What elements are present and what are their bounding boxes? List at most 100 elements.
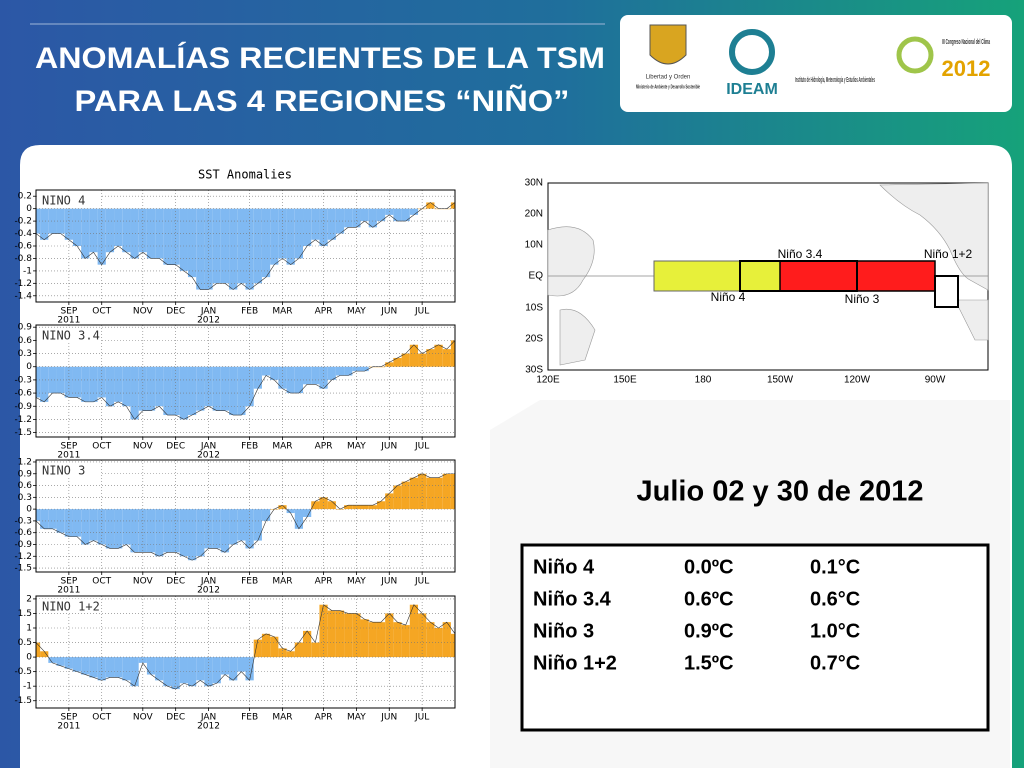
logo-text: Ministerio de Ambiente y Desarrollo Sost… [636,84,700,90]
x-tick-label: OCT [92,713,111,723]
anomaly-bar [352,366,361,372]
anomaly-bar [401,481,410,510]
anomaly-bar [196,366,205,411]
y-tick-label: -0.6 [14,242,32,252]
anomaly-bar [220,509,230,553]
anomaly-table: Niño 4 0.0ºC 0.1°C Niño 3.4 0.6ºC 0.6°C Niño 3… [533,556,860,674]
y-tick-label: 2 [26,594,32,604]
anomaly-bar [89,657,98,678]
y-tick-label: 0.3 [18,349,32,359]
anomaly-bar [204,366,213,407]
chart-title: NINO 4 [42,194,85,208]
logos: Libertad y Orden Ministerio de Ambiente … [620,15,1012,112]
sst-chart: 0.2 0 -0.2 -0.4 -0.6 -0.8 -1 -1.2 -1.4 SEP OCT NOV D… [14,189,456,326]
anomaly-bar [163,208,172,265]
anomaly-bar [327,366,336,380]
plot-frame [35,459,456,573]
anomaly-bar [253,366,262,389]
y-tick-label: 0.9 [18,323,33,333]
anomaly-bar [48,208,57,234]
anomaly-bar [311,501,320,510]
x-tick-label: JAN [200,577,216,587]
anomaly-bar [303,208,312,246]
y-tick-label: -0.2 [14,217,32,227]
anomaly-bar [319,497,328,510]
anomaly-bar [130,657,139,687]
x-tick-label: JUL [414,713,429,723]
x-year-label: 2012 [197,586,220,596]
anomaly-bar [319,208,328,246]
x-year-label: 2012 [197,451,220,461]
anomaly-bar [237,366,246,416]
lon-label: 120E [536,375,560,386]
y-tick-label: 1.5 [18,609,32,619]
anomaly-bar [368,622,377,658]
table-cell: Niño 3.4 [533,588,612,610]
charts-title: SST Anomalies [198,168,292,182]
anomaly-bar [105,366,115,407]
anomaly-bar [376,501,386,510]
anomaly-bar [450,202,455,209]
coat-of-arms [649,24,687,65]
y-tick-label: -1 [23,682,32,692]
congress-symbol [896,36,934,74]
anomaly-bar [286,651,295,658]
anomaly-bar [114,509,123,549]
anomaly-bar [344,366,353,376]
anomaly-bar [163,366,172,416]
anomaly-bar [401,208,410,222]
anomaly-bar [418,353,427,367]
x-tick-label: APR [315,577,333,587]
y-tick-label: -1.2 [14,552,32,562]
x-tick-label: JUN [380,713,397,723]
anomaly-bar [294,642,304,658]
x-tick-label: MAR [272,442,292,452]
anomaly-bar [40,509,49,529]
y-tick-label: -1.4 [14,291,32,301]
anomaly-bar [204,208,213,290]
lat-label: 10S [525,303,543,314]
anomaly-bar [114,657,123,678]
anomaly-bar [163,509,172,553]
anomaly-bar [335,366,345,376]
anomaly-bar [286,208,295,265]
anomaly-bar [368,208,377,228]
x-tick-label: MAY [347,577,366,587]
nino12-outline [934,275,959,308]
logo-text: Instituto de Hidrología, Meteorología y … [795,77,875,84]
anomaly-bar [376,622,386,658]
anomaly-bar [72,208,82,246]
anomaly-bar [418,473,427,510]
x-tick-label: JAN [200,713,216,723]
sst-chart: 2 1.5 1 0.5 0 -0.5 -1 -1.5 SEP OCT NOV DEC JAN FEB MAR… [14,594,456,732]
anomaly-bar [434,344,443,367]
x-tick-label: SEP [60,307,77,317]
y-tick-label: 0.6 [18,336,33,346]
anomaly-bar [105,657,115,678]
x-tick-label: APR [315,442,333,452]
anomaly-bar [220,366,230,411]
anomaly-bar [360,505,369,510]
x-tick-label: MAY [347,307,366,317]
y-tick-label: 0 [26,505,32,515]
anomaly-bar [105,509,115,549]
anomaly-bar [426,477,435,510]
anomaly-bar [81,509,90,545]
anomaly-bar [212,509,221,549]
x-tick-label: FEB [241,307,258,317]
y-tick-label: -0.8 [14,254,32,264]
anomaly-bar [261,208,271,278]
anomaly-line [35,604,456,690]
anomaly-bar [286,509,295,514]
table-cell: 0.6°C [810,588,860,610]
anomaly-bar [146,366,156,411]
anomaly-bar [261,633,271,658]
anomaly-bar [196,657,205,681]
sst-chart: 0.9 0.6 0.3 0 -0.3 -0.6 -0.9 -1.2 -1.5 SEP OCT NOV D… [14,323,456,461]
anomaly-bar [450,473,455,510]
x-year-label: 2012 [197,316,220,326]
anomaly-bar [253,639,262,658]
x-tick-label: JAN [200,442,216,452]
x-year-label: 2011 [57,722,80,732]
anomaly-bar [89,208,98,253]
